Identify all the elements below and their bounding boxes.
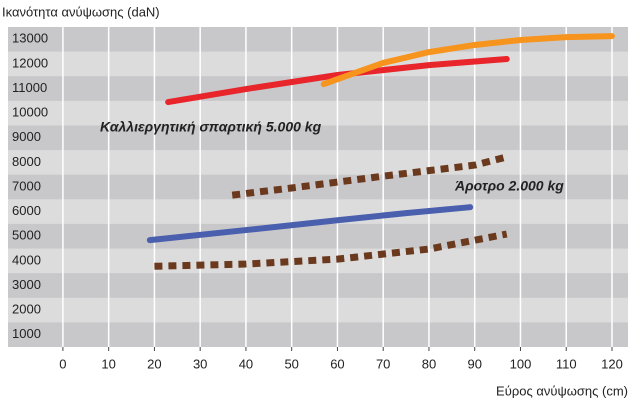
y-axis-label: Ικανότητα ανύψωσης (daN) xyxy=(2,4,160,19)
y-tick-label: 3000 xyxy=(12,277,41,292)
annotation: Άροτρο 2.000 kg xyxy=(454,178,564,194)
x-tick-label: 10 xyxy=(101,356,115,371)
y-tick-label: 2000 xyxy=(12,302,41,317)
x-tick-label: 70 xyxy=(376,356,390,371)
series-line xyxy=(146,204,474,244)
y-tick-label: 13000 xyxy=(12,31,48,46)
x-tick-label: 90 xyxy=(467,356,481,371)
y-tick-label: 6000 xyxy=(12,203,41,218)
x-tick-label: 100 xyxy=(510,356,532,371)
grid-band xyxy=(8,322,628,347)
series-line xyxy=(165,56,510,106)
y-tick-label: 7000 xyxy=(12,178,41,193)
x-tick-label: 40 xyxy=(239,356,253,371)
y-tick-label: 1000 xyxy=(12,326,41,341)
grid-band xyxy=(8,125,628,151)
y-tick-label: 5000 xyxy=(12,228,41,243)
x-tick-label: 80 xyxy=(422,356,436,371)
y-tick-label: 9000 xyxy=(12,129,41,144)
x-tick-label: 60 xyxy=(330,356,344,371)
series-line xyxy=(154,230,508,270)
x-tick-label: 110 xyxy=(556,356,577,371)
y-tick-label: 4000 xyxy=(12,252,41,267)
x-tick-label: 50 xyxy=(284,356,298,371)
series-line xyxy=(231,153,508,199)
grid-band xyxy=(8,273,628,298)
grid-band xyxy=(8,223,628,249)
x-tick-label: 120 xyxy=(601,356,623,371)
x-tick-label: 0 xyxy=(59,356,66,371)
y-tick-label: 11000 xyxy=(12,80,47,95)
y-tick-label: 12000 xyxy=(12,55,48,70)
annotation: Καλλιεργητική σπαρτική 5.000 kg xyxy=(100,119,322,135)
y-tick-label: 10000 xyxy=(12,105,48,120)
x-tick-label: 30 xyxy=(193,356,207,371)
y-tick-label: 8000 xyxy=(12,154,41,169)
x-axis-label: Εύρος ανύψωσης (cm) xyxy=(496,383,628,398)
series-line xyxy=(320,33,615,88)
x-tick-label: 20 xyxy=(147,356,161,371)
